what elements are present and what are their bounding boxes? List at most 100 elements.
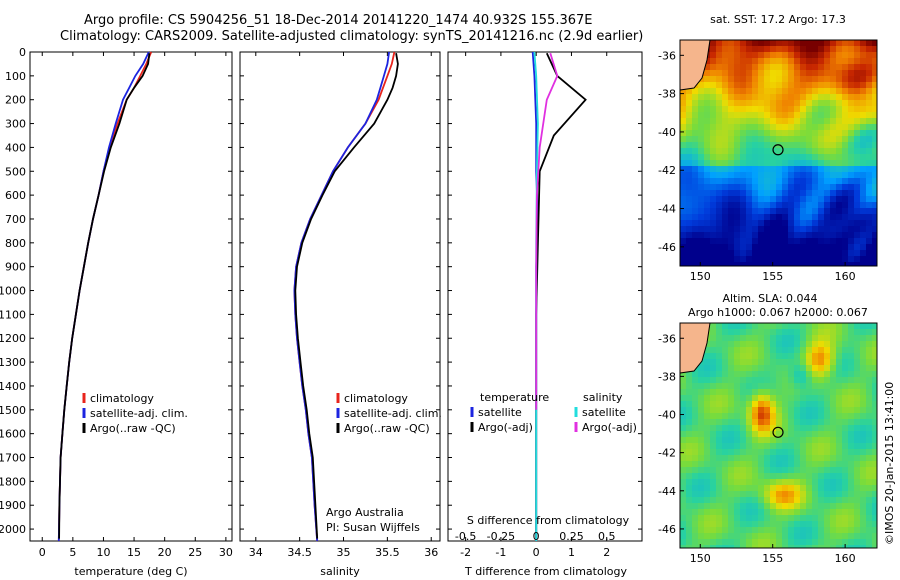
- map-cell: [866, 154, 873, 161]
- map-cell: [794, 431, 801, 438]
- map-cell: [836, 112, 843, 119]
- map-cell: [848, 479, 855, 486]
- map-cell: [770, 250, 777, 257]
- map-cell: [722, 136, 729, 143]
- map-cell: [830, 377, 837, 384]
- map-cell: [806, 485, 813, 492]
- map-cell: [710, 479, 717, 486]
- map-cell: [854, 142, 861, 149]
- map-cell: [764, 521, 771, 528]
- map-cell: [740, 100, 747, 107]
- map-cell: [728, 70, 735, 77]
- map-cell: [818, 335, 825, 342]
- map-cell: [824, 46, 831, 53]
- map-cell: [806, 479, 813, 486]
- map-cell: [722, 461, 729, 468]
- map-cell: [734, 533, 741, 540]
- x-tick-label: 35.5: [375, 546, 400, 559]
- map-cell: [746, 509, 753, 516]
- map-cell: [746, 485, 753, 492]
- map-cell: [740, 437, 747, 444]
- map-cell: [746, 401, 753, 408]
- map-cell: [842, 425, 849, 432]
- map-cell: [812, 329, 819, 336]
- y-tick-label: 1300: [0, 356, 26, 369]
- map-cell: [812, 497, 819, 504]
- map-cell: [872, 202, 878, 209]
- map-cell: [710, 527, 717, 534]
- map-cell: [848, 323, 855, 330]
- legend-label: Argo(..raw -QC): [344, 422, 430, 435]
- map-cell: [704, 94, 711, 101]
- series-line-satellite-adj-clim-: [293, 51, 390, 542]
- map-cell: [830, 130, 837, 137]
- map-cell: [740, 214, 747, 221]
- map-cell: [806, 262, 813, 267]
- map-cell: [746, 545, 753, 549]
- map-cell: [854, 214, 861, 221]
- map-cell: [698, 112, 705, 119]
- map-cell: [776, 244, 783, 251]
- map-cell: [704, 106, 711, 113]
- map-cell: [680, 419, 687, 426]
- map-cell: [692, 509, 699, 516]
- map-cell: [866, 214, 873, 221]
- map-cell: [776, 407, 783, 414]
- map-cell: [746, 437, 753, 444]
- map-cell: [746, 455, 753, 462]
- map-cell: [818, 401, 825, 408]
- map-cell: [788, 238, 795, 245]
- map-cell: [740, 118, 747, 125]
- map-cell: [734, 214, 741, 221]
- map-cell: [710, 244, 717, 251]
- map-cell: [698, 148, 705, 155]
- map-cell: [752, 70, 759, 77]
- map-cell: [752, 40, 759, 47]
- x-tick-label: 2: [603, 546, 610, 559]
- map-cell: [848, 443, 855, 450]
- map-cell: [806, 52, 813, 59]
- map-cell: [776, 359, 783, 366]
- map-cell: [716, 220, 723, 227]
- map-cell: [764, 76, 771, 83]
- map-cell: [716, 118, 723, 125]
- map-cell: [854, 238, 861, 245]
- map-cell: [764, 82, 771, 89]
- map-cell: [836, 64, 843, 71]
- map-cell: [788, 497, 795, 504]
- map-cell: [776, 479, 783, 486]
- map-cell: [860, 545, 867, 549]
- map-cell: [752, 106, 759, 113]
- map-cell: [740, 64, 747, 71]
- map-cell: [812, 202, 819, 209]
- map-cell: [800, 148, 807, 155]
- map-cell: [836, 533, 843, 540]
- map-cell: [860, 262, 867, 267]
- map-cell: [746, 70, 753, 77]
- map-cell: [734, 473, 741, 480]
- map-cell: [704, 437, 711, 444]
- map-cell: [722, 256, 729, 263]
- map-cell: [824, 353, 831, 360]
- map-cell: [782, 509, 789, 516]
- map-cell: [830, 250, 837, 257]
- map-cell: [764, 473, 771, 480]
- map-cell: [770, 202, 777, 209]
- map-cell: [770, 479, 777, 486]
- map-cell: [794, 250, 801, 257]
- map-cell: [770, 503, 777, 510]
- map-cell: [764, 533, 771, 540]
- map-cell: [782, 389, 789, 396]
- map-cell: [764, 491, 771, 498]
- map-cell: [734, 118, 741, 125]
- map-cell: [686, 515, 693, 522]
- map-cell: [800, 142, 807, 149]
- map-cell: [872, 172, 878, 179]
- map-cell: [818, 190, 825, 197]
- map-cell: [770, 383, 777, 390]
- map-cell: [770, 46, 777, 53]
- map-cell: [848, 371, 855, 378]
- map-cell: [716, 395, 723, 402]
- map-cell: [722, 208, 729, 215]
- map-cell: [716, 184, 723, 191]
